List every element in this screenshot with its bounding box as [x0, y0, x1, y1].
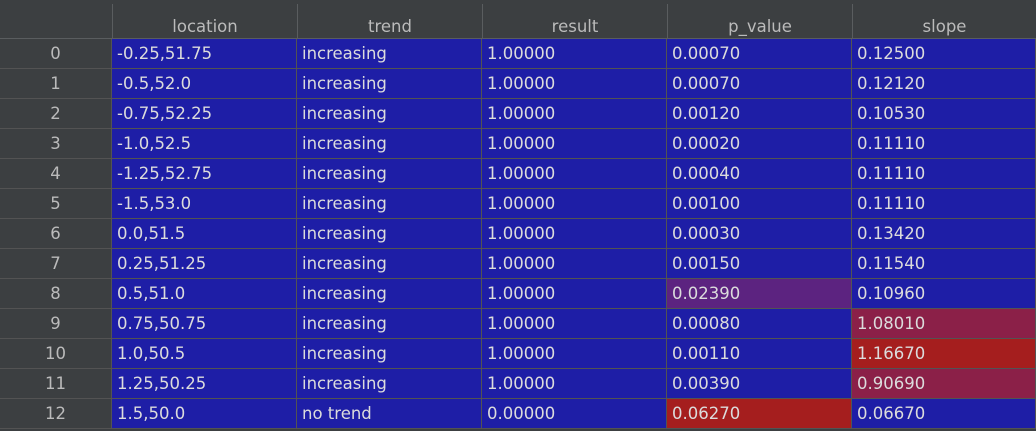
cell-p-value[interactable]: 0.02390	[667, 279, 852, 309]
header-divider	[0, 38, 1036, 39]
column-header-slope[interactable]: slope	[852, 4, 1036, 38]
cell-p-value[interactable]: 0.00070	[667, 69, 852, 99]
cell-trend[interactable]: increasing	[297, 309, 482, 339]
cell-p-value[interactable]: 0.00390	[667, 369, 852, 399]
column-header-location[interactable]: location	[112, 4, 297, 38]
cell-trend[interactable]: increasing	[297, 159, 482, 189]
cell-slope[interactable]: 0.10530	[852, 99, 1036, 129]
column-header-p-value[interactable]: p_value	[667, 4, 852, 38]
cell-slope[interactable]: 0.13420	[852, 219, 1036, 249]
column-header-trend[interactable]: trend	[297, 4, 482, 38]
cell-location[interactable]: 1.0,50.5	[112, 339, 297, 369]
cell-slope[interactable]: 1.16670	[852, 339, 1036, 369]
cell-location[interactable]: 0.5,51.0	[112, 279, 297, 309]
cell-result[interactable]: 1.00000	[482, 159, 667, 189]
cell-slope[interactable]: 0.06670	[852, 399, 1036, 429]
cell-result[interactable]: 1.00000	[482, 69, 667, 99]
cell-result[interactable]: 1.00000	[482, 339, 667, 369]
cell-slope[interactable]: 0.10960	[852, 279, 1036, 309]
cell-slope[interactable]: 0.11110	[852, 129, 1036, 159]
cell-slope[interactable]: 0.90690	[852, 369, 1036, 399]
cell-p-value[interactable]: 0.00100	[667, 189, 852, 219]
cell-p-value[interactable]: 0.00040	[667, 159, 852, 189]
cell-trend[interactable]: no trend	[297, 399, 482, 429]
cell-result[interactable]: 1.00000	[482, 249, 667, 279]
row-index[interactable]: 3	[0, 129, 112, 159]
cell-trend[interactable]: increasing	[297, 129, 482, 159]
cell-trend[interactable]: increasing	[297, 339, 482, 369]
cell-p-value[interactable]: 0.00020	[667, 129, 852, 159]
cell-trend[interactable]: increasing	[297, 369, 482, 399]
row-index[interactable]: 7	[0, 249, 112, 279]
cell-trend[interactable]: increasing	[297, 99, 482, 129]
cell-slope[interactable]: 0.11540	[852, 249, 1036, 279]
cell-p-value[interactable]: 0.00080	[667, 309, 852, 339]
cell-result[interactable]: 1.00000	[482, 189, 667, 219]
row-index[interactable]: 1	[0, 69, 112, 99]
cell-p-value[interactable]: 0.00070	[667, 39, 852, 69]
index-header[interactable]	[0, 4, 112, 38]
cell-trend[interactable]: increasing	[297, 39, 482, 69]
cell-result[interactable]: 0.00000	[482, 399, 667, 429]
cell-slope[interactable]: 0.11110	[852, 189, 1036, 219]
cell-trend[interactable]: increasing	[297, 69, 482, 99]
cell-result[interactable]: 1.00000	[482, 129, 667, 159]
row-index[interactable]: 10	[0, 339, 112, 369]
cell-result[interactable]: 1.00000	[482, 279, 667, 309]
cell-location[interactable]: -0.75,52.25	[112, 99, 297, 129]
row-index[interactable]: 12	[0, 399, 112, 429]
column-header-result[interactable]: result	[482, 4, 667, 38]
cell-result[interactable]: 1.00000	[482, 39, 667, 69]
row-index[interactable]: 2	[0, 99, 112, 129]
cell-location[interactable]: 1.25,50.25	[112, 369, 297, 399]
cell-result[interactable]: 1.00000	[482, 219, 667, 249]
row-index[interactable]: 0	[0, 39, 112, 69]
row-index[interactable]: 11	[0, 369, 112, 399]
cell-p-value[interactable]: 0.00030	[667, 219, 852, 249]
cell-p-value[interactable]: 0.06270	[667, 399, 852, 429]
cell-p-value[interactable]: 0.00110	[667, 339, 852, 369]
cell-slope[interactable]: 1.08010	[852, 309, 1036, 339]
row-index[interactable]: 6	[0, 219, 112, 249]
cell-location[interactable]: -0.5,52.0	[112, 69, 297, 99]
cell-result[interactable]: 1.00000	[482, 99, 667, 129]
cell-result[interactable]: 1.00000	[482, 369, 667, 399]
cell-p-value[interactable]: 0.00150	[667, 249, 852, 279]
cell-location[interactable]: -0.25,51.75	[112, 39, 297, 69]
cell-location[interactable]: 0.75,50.75	[112, 309, 297, 339]
row-index[interactable]: 9	[0, 309, 112, 339]
cell-location[interactable]: 1.5,50.0	[112, 399, 297, 429]
cell-trend[interactable]: increasing	[297, 219, 482, 249]
row-index[interactable]: 8	[0, 279, 112, 309]
row-index[interactable]: 5	[0, 189, 112, 219]
cell-slope[interactable]: 0.12500	[852, 39, 1036, 69]
cell-location[interactable]: -1.25,52.75	[112, 159, 297, 189]
cell-p-value[interactable]: 0.00120	[667, 99, 852, 129]
cell-location[interactable]: -1.0,52.5	[112, 129, 297, 159]
cell-slope[interactable]: 0.12120	[852, 69, 1036, 99]
cell-slope[interactable]: 0.11110	[852, 159, 1036, 189]
row-index[interactable]: 4	[0, 159, 112, 189]
cell-trend[interactable]: increasing	[297, 249, 482, 279]
cell-trend[interactable]: increasing	[297, 189, 482, 219]
cell-location[interactable]: 0.25,51.25	[112, 249, 297, 279]
cell-location[interactable]: -1.5,53.0	[112, 189, 297, 219]
cell-result[interactable]: 1.00000	[482, 309, 667, 339]
cell-location[interactable]: 0.0,51.5	[112, 219, 297, 249]
cell-trend[interactable]: increasing	[297, 279, 482, 309]
